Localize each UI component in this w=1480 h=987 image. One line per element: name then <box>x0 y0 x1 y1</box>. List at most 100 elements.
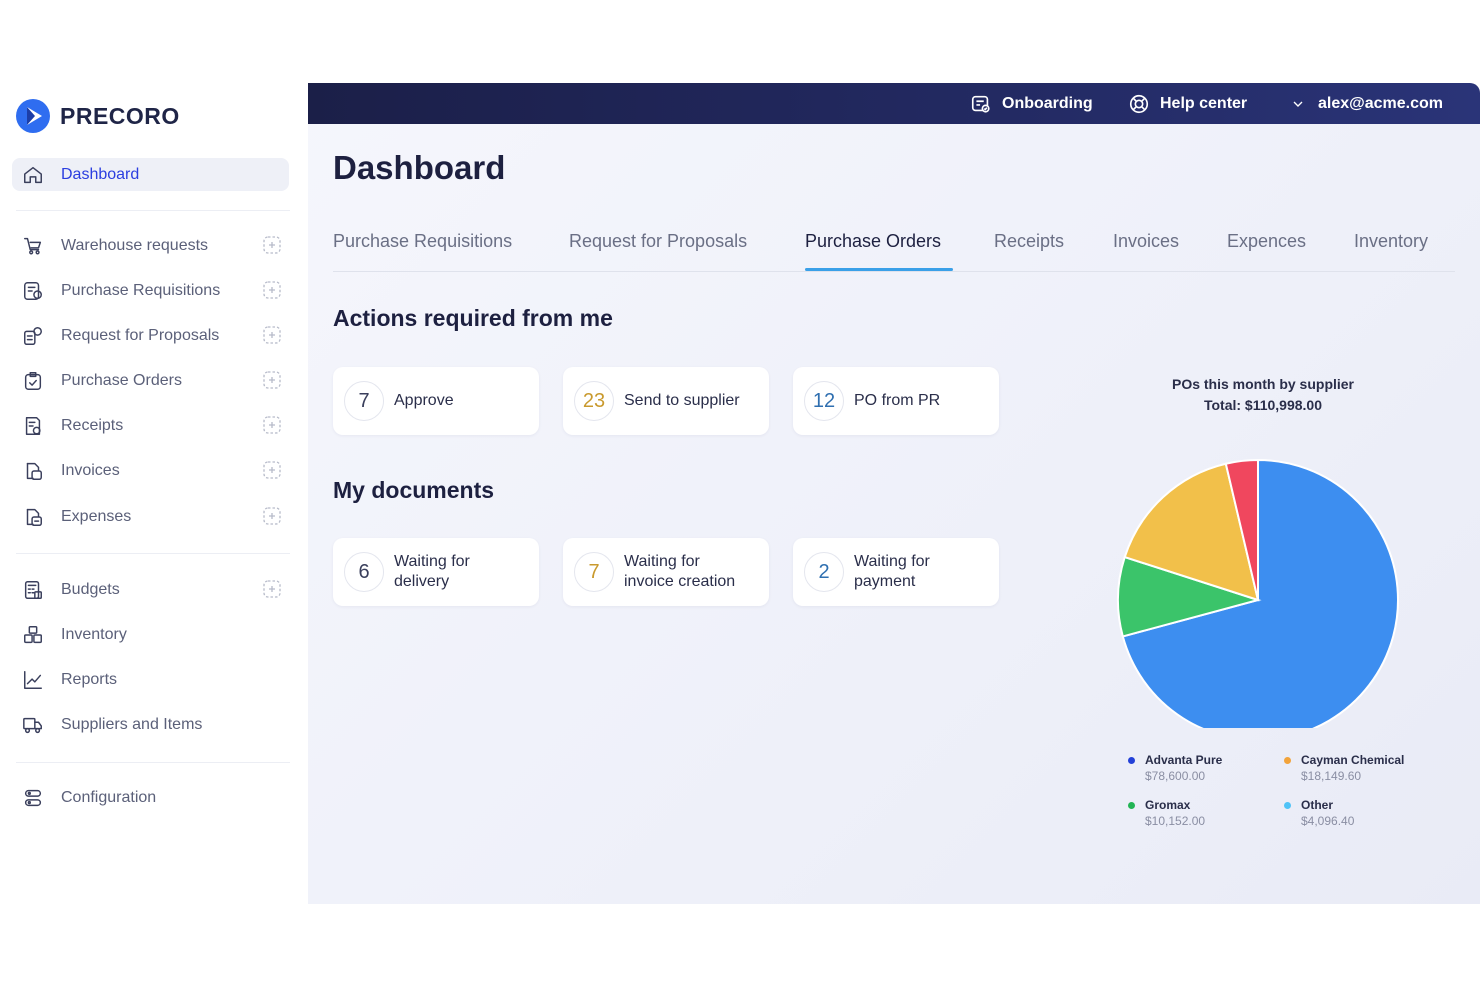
legend-name: Advanta Pure <box>1145 753 1223 767</box>
count-badge: 12 <box>804 381 844 421</box>
legend-value: $78,600.00 <box>1145 769 1206 783</box>
action-card-send-to-supplier[interactable]: 23 Send to supplier <box>563 367 769 435</box>
sidebar-divider <box>16 210 290 211</box>
add-icon[interactable] <box>263 580 281 598</box>
sidebar-item-label: Invoices <box>61 461 120 479</box>
add-icon[interactable] <box>263 461 281 479</box>
pie-chart-svg <box>1117 458 1399 728</box>
supplier-pie-chart: POs this month by supplier Total: $110,9… <box>1098 368 1428 848</box>
requisition-icon <box>21 279 45 303</box>
tab-purchase-requisitions[interactable]: Purchase Requisitions <box>333 231 513 251</box>
document-tabs: Purchase Requisitions Request for Proposa… <box>333 223 1455 272</box>
user-menu[interactable]: alex@acme.com <box>1290 83 1443 124</box>
sidebar-item-configuration[interactable]: Configuration <box>12 781 289 814</box>
sidebar-item-label: Suppliers and Items <box>61 715 203 733</box>
config-icon <box>21 786 45 810</box>
sidebar-item-purchase-orders[interactable]: Purchase Orders <box>12 364 289 397</box>
card-label-line1: Waiting for <box>624 553 700 570</box>
sidebar-item-label: Purchase Orders <box>61 371 182 389</box>
card-label: Waiting for payment <box>854 552 930 592</box>
actions-section-title: Actions required from me <box>333 305 613 331</box>
legend-dot <box>1128 802 1135 809</box>
sidebar-item-label: Receipts <box>61 416 124 434</box>
help-center-label: Help center <box>1160 94 1248 112</box>
card-label: PO from PR <box>854 392 941 409</box>
budget-icon <box>21 578 45 602</box>
document-card-invoice-creation[interactable]: 7 Waiting for invoice creation <box>563 538 769 606</box>
document-card-delivery[interactable]: 6 Waiting for delivery <box>333 538 539 606</box>
action-card-approve[interactable]: 7 Approve <box>333 367 539 435</box>
tab-inventory[interactable]: Inventory <box>1354 231 1429 251</box>
sidebar-item-label: Reports <box>61 670 118 688</box>
sidebar-divider <box>16 762 290 763</box>
boxes-icon <box>21 623 45 647</box>
sidebar-item-label: Warehouse requests <box>61 236 209 254</box>
pie-slice-gromax[interactable] <box>1117 555 1262 638</box>
proposal-icon <box>21 324 45 348</box>
sidebar-item-expenses[interactable]: Expenses <box>12 500 289 533</box>
sidebar-item-dashboard[interactable]: Dashboard <box>12 158 289 191</box>
sidebar-item-suppliers-and-items[interactable]: Suppliers and Items <box>12 708 289 741</box>
sidebar-item-label: Configuration <box>61 788 157 806</box>
sidebar-item-label: Request for Proposals <box>61 326 220 344</box>
legend-name: Cayman Chemical <box>1301 753 1405 767</box>
sidebar-item-receipts[interactable]: Receipts <box>12 409 289 442</box>
legend-dot <box>1284 757 1291 764</box>
precoro-logo-icon <box>16 99 50 133</box>
chart-subtitle: Total: $110,998.00 <box>1203 397 1323 413</box>
brand-logo[interactable]: PRECORO <box>16 99 180 133</box>
legend-value: $4,096.40 <box>1301 814 1355 828</box>
help-center-link[interactable]: Help center <box>1128 83 1247 124</box>
legend-dot <box>1128 757 1135 764</box>
sidebar-item-inventory[interactable]: Inventory <box>12 618 289 651</box>
tab-purchase-orders[interactable]: Purchase Orders <box>805 231 942 251</box>
count-badge: 7 <box>574 552 614 592</box>
pie-slice-other[interactable] <box>1224 458 1259 601</box>
pie-slice-advanta-pure[interactable] <box>1121 458 1399 728</box>
card-label-line1: Waiting for <box>394 553 470 570</box>
sidebar-item-warehouse-requests[interactable]: Warehouse requests <box>12 229 289 262</box>
page-title: Dashboard <box>333 149 506 186</box>
truck-icon <box>21 713 45 737</box>
add-icon[interactable] <box>263 507 281 525</box>
sidebar-item-budgets[interactable]: Budgets <box>12 573 289 606</box>
tab-invoices[interactable]: Invoices <box>1113 231 1180 251</box>
tab-request-for-proposals[interactable]: Request for Proposals <box>569 231 748 251</box>
card-label-line2: invoice creation <box>624 573 736 590</box>
sidebar-item-invoices[interactable]: Invoices <box>12 454 289 487</box>
add-icon[interactable] <box>263 416 281 434</box>
card-label-line1: Waiting for <box>854 553 930 570</box>
count-badge: 7 <box>344 381 384 421</box>
legend-value: $18,149.60 <box>1301 769 1362 783</box>
add-icon[interactable] <box>263 326 281 344</box>
onboarding-icon <box>971 95 990 113</box>
invoice-icon <box>21 459 45 483</box>
add-icon[interactable] <box>263 281 281 299</box>
chart-line-icon <box>21 668 45 692</box>
order-icon <box>21 369 45 393</box>
active-tab-underline <box>805 268 953 271</box>
pie-slice-cayman-chemical[interactable] <box>1123 462 1260 602</box>
card-label: Approve <box>394 392 454 409</box>
document-card-payment[interactable]: 2 Waiting for payment <box>793 538 999 606</box>
chart-title: POs this month by supplier <box>1171 376 1355 392</box>
tab-expences[interactable]: Expences <box>1227 231 1307 251</box>
sidebar-item-label: Budgets <box>61 580 120 598</box>
sidebar-item-purchase-requisitions[interactable]: Purchase Requisitions <box>12 274 289 307</box>
top-bar: Onboarding Help center alex@acme.com <box>308 83 1480 124</box>
add-icon[interactable] <box>263 371 281 389</box>
brand-name: PRECORO <box>60 102 180 129</box>
sidebar-item-label: Purchase Requisitions <box>61 281 221 299</box>
action-card-po-from-pr[interactable]: 12 PO from PR <box>793 367 999 435</box>
sidebar-item-request-for-proposals[interactable]: Request for Proposals <box>12 319 289 352</box>
chevron-down-icon <box>1293 101 1303 107</box>
add-icon[interactable] <box>263 236 281 254</box>
card-label-line2: payment <box>854 573 916 590</box>
card-label: Waiting for delivery <box>394 552 470 592</box>
card-label-line2: delivery <box>394 573 450 590</box>
tab-receipts[interactable]: Receipts <box>994 231 1065 251</box>
legend-dot <box>1284 802 1291 809</box>
legend-name: Other <box>1301 798 1334 812</box>
sidebar-item-reports[interactable]: Reports <box>12 663 289 696</box>
onboarding-link[interactable]: Onboarding <box>970 83 1093 124</box>
